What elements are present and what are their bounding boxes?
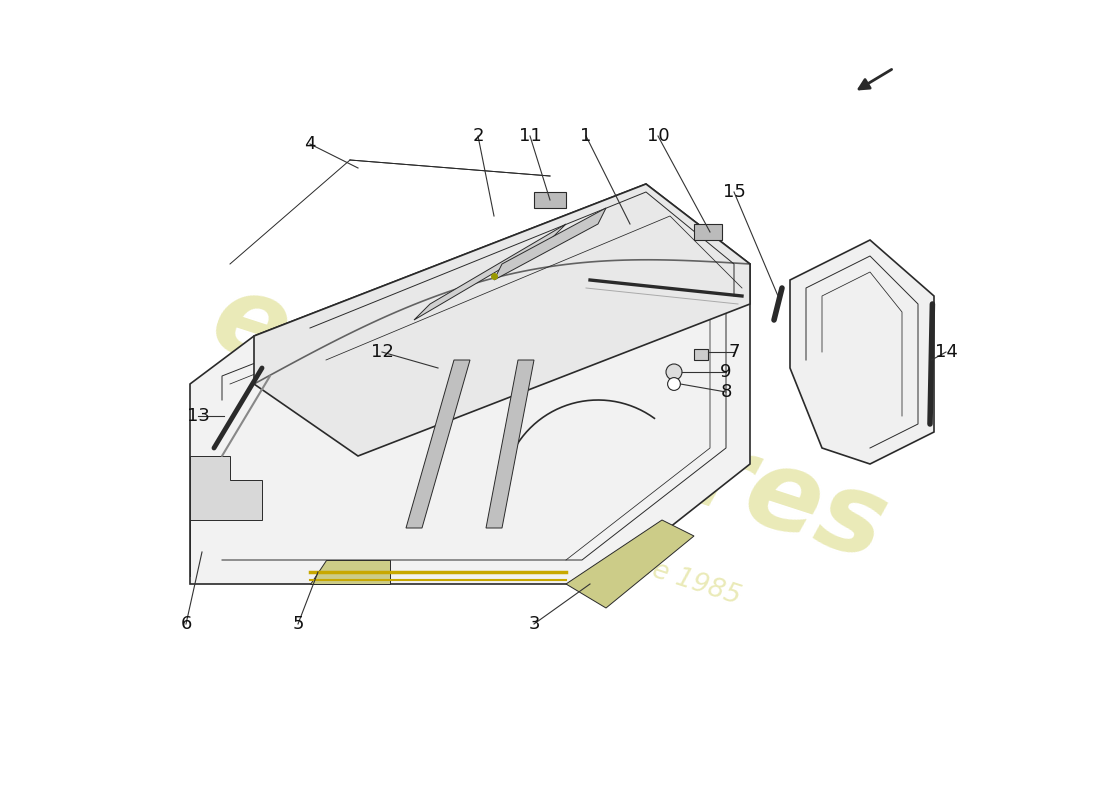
Polygon shape	[190, 184, 750, 584]
Text: 9: 9	[720, 363, 732, 381]
Polygon shape	[486, 360, 534, 528]
Text: 12: 12	[371, 343, 394, 361]
Polygon shape	[406, 360, 470, 528]
FancyBboxPatch shape	[694, 224, 722, 240]
FancyBboxPatch shape	[534, 192, 566, 208]
Text: 2: 2	[472, 127, 484, 145]
Polygon shape	[494, 208, 606, 280]
Text: 11: 11	[518, 127, 541, 145]
Polygon shape	[310, 560, 390, 584]
Text: 7: 7	[728, 343, 739, 361]
Polygon shape	[566, 520, 694, 608]
Text: a passion for parts since 1985: a passion for parts since 1985	[356, 462, 744, 610]
Text: 13: 13	[187, 407, 209, 425]
Text: 14: 14	[935, 343, 957, 361]
Polygon shape	[254, 184, 750, 456]
Polygon shape	[790, 240, 934, 464]
Text: 6: 6	[180, 615, 191, 633]
Text: 8: 8	[720, 383, 732, 401]
Text: eurospares: eurospares	[199, 265, 901, 583]
FancyBboxPatch shape	[694, 349, 708, 360]
Circle shape	[668, 378, 681, 390]
Circle shape	[666, 364, 682, 380]
Text: 4: 4	[305, 135, 316, 153]
Polygon shape	[414, 224, 566, 320]
Text: 15: 15	[723, 183, 746, 201]
Text: 5: 5	[293, 615, 304, 633]
Text: 3: 3	[528, 615, 540, 633]
Text: 1: 1	[581, 127, 592, 145]
Text: 10: 10	[647, 127, 669, 145]
Polygon shape	[190, 456, 262, 576]
